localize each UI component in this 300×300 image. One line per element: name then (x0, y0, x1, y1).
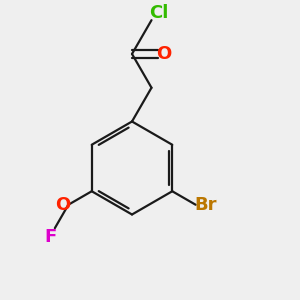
Text: Cl: Cl (149, 4, 169, 22)
Text: O: O (55, 196, 70, 214)
Text: Br: Br (194, 196, 217, 214)
Text: F: F (44, 227, 56, 245)
Text: O: O (157, 45, 172, 63)
